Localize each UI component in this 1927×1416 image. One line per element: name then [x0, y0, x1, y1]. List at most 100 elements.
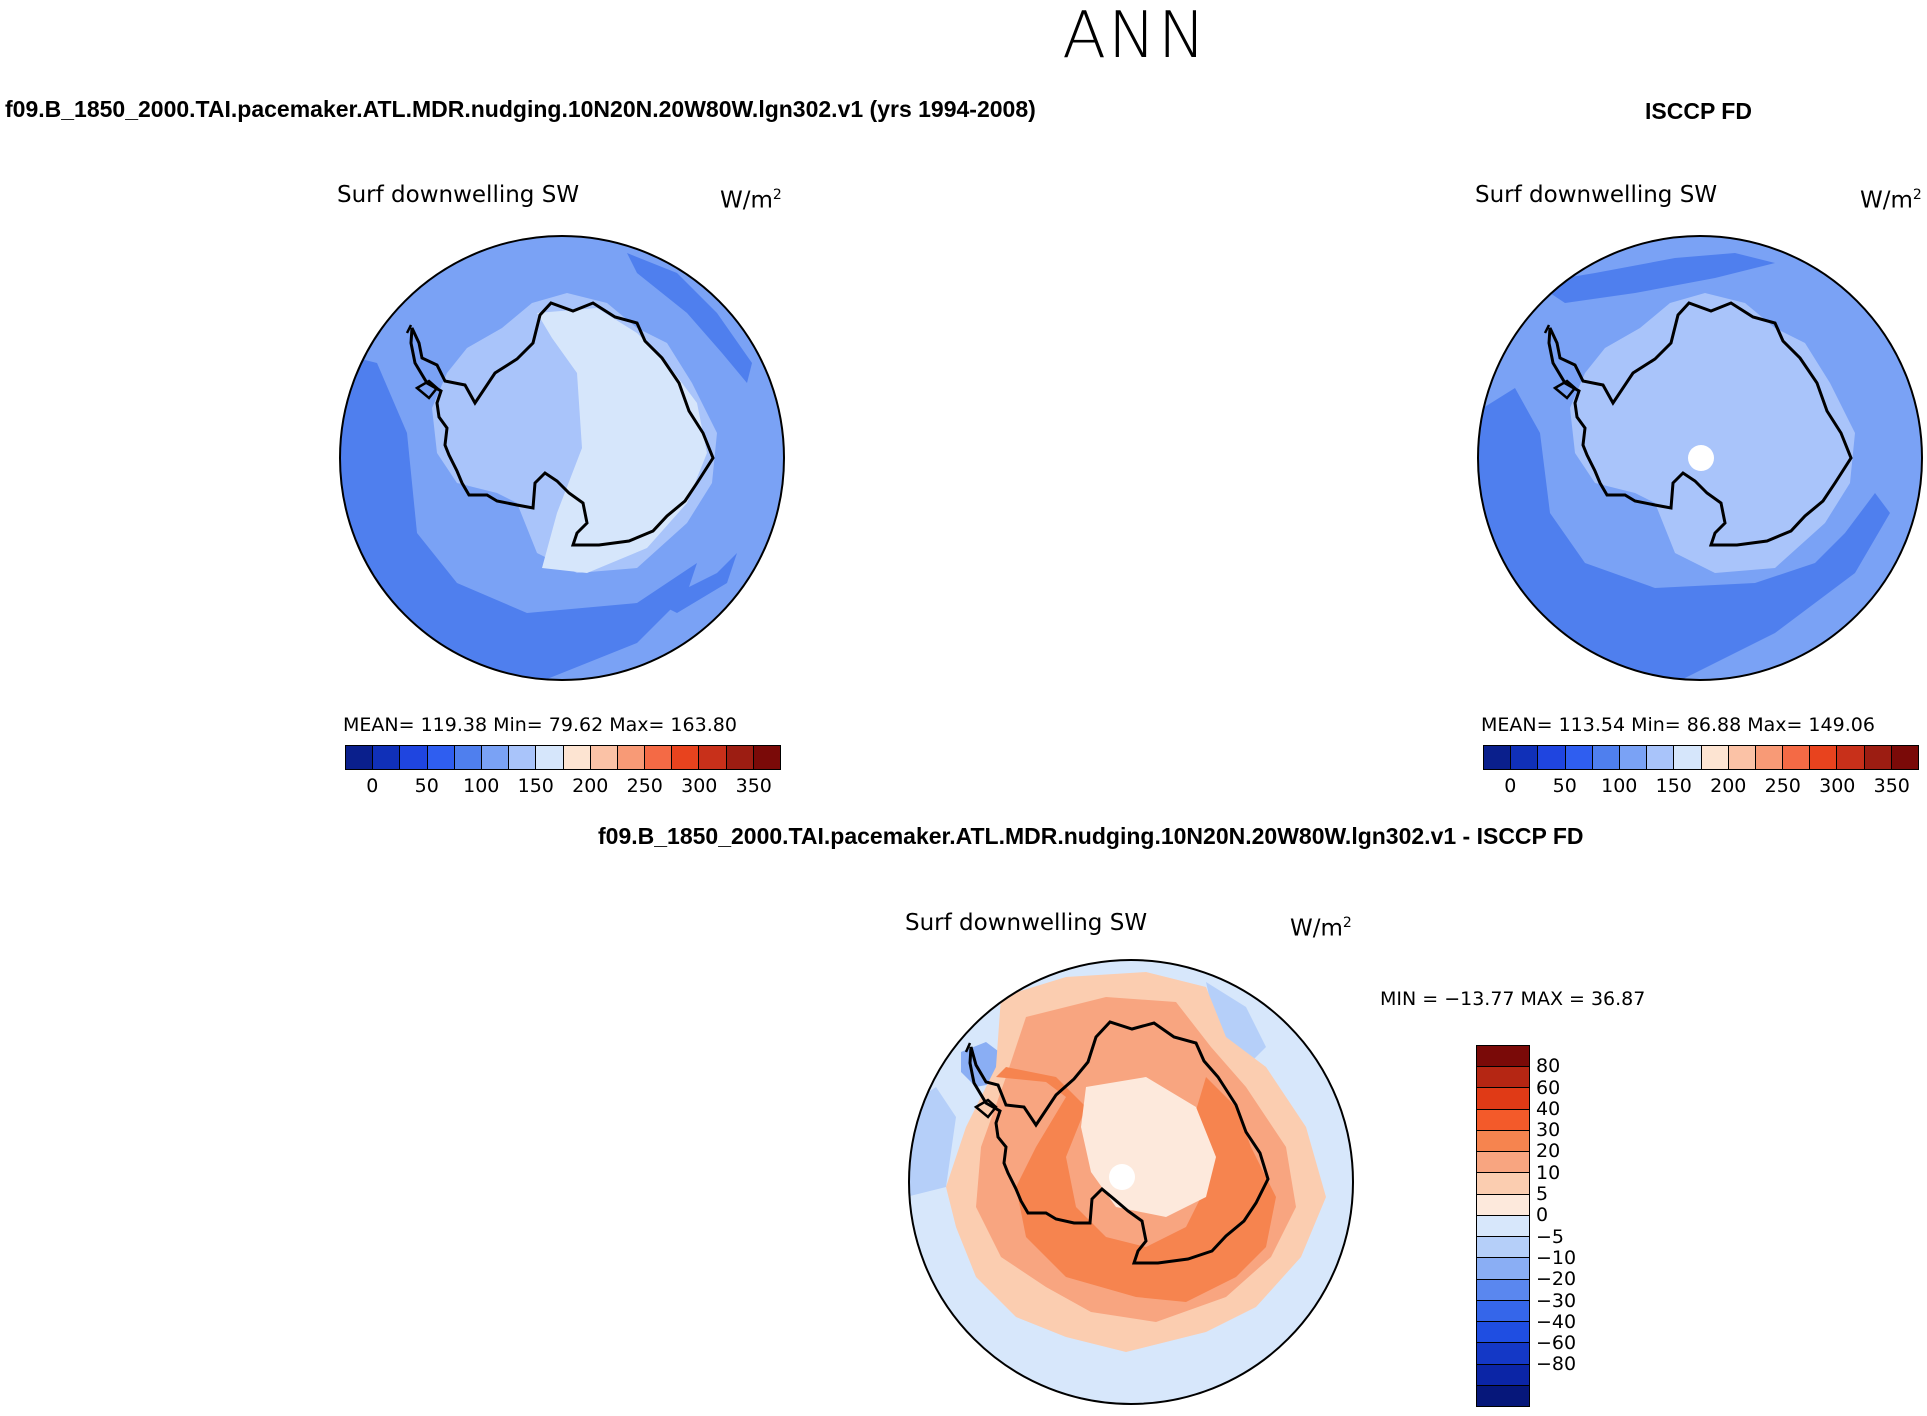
diff-colorbar-tick-label: −40: [1536, 1310, 1577, 1333]
left-colorbar-tick-label: 200: [572, 775, 609, 797]
right-colorbar-swatch: [1728, 746, 1756, 769]
right-colorbar-swatch: [1864, 746, 1892, 769]
diff-colorbar-tick-label: 30: [1536, 1119, 1561, 1142]
right-colorbar-swatch: [1565, 746, 1593, 769]
diff-coastline: [968, 1020, 1270, 1265]
right-colorbar: [1483, 745, 1919, 770]
right-colorbar-swatch: [1755, 746, 1784, 769]
diff-colorbar-swatch: [1477, 1046, 1529, 1068]
diff-colorbar-tick-label: −30: [1536, 1289, 1577, 1312]
left-colorbar-swatch: [617, 746, 646, 769]
right-colorbar-swatch: [1783, 746, 1811, 769]
left-colorbar-tick-label: 50: [414, 775, 439, 797]
diff-peninsula-islands: [964, 1042, 998, 1119]
left-variable-label: Surf downwelling SW: [337, 182, 580, 208]
right-unit-label: W/m2: [1860, 182, 1922, 214]
right-variable-label: Surf downwelling SW: [1475, 182, 1718, 208]
right-colorbar-swatch: [1891, 746, 1918, 769]
left-colorbar-swatch: [590, 746, 618, 769]
right-colorbar-swatch: [1619, 746, 1648, 769]
right-colorbar-swatch: [1484, 746, 1512, 769]
diff-colorbar-tick-label: −10: [1536, 1246, 1577, 1269]
right-ocean-band-north: [1535, 253, 1775, 303]
right-colorbar-swatch: [1538, 746, 1566, 769]
left-colorbar-tick-label: 350: [735, 775, 772, 797]
left-unit-exponent: 2: [772, 187, 782, 203]
left-colorbar-swatch: [563, 746, 591, 769]
left-colorbar-swatch: [645, 746, 673, 769]
left-antarctica-interior: [537, 308, 707, 573]
left-peninsula-islands: [405, 324, 439, 400]
left-colorbar-swatch: [726, 746, 754, 769]
season-title: ANN: [1062, 0, 1208, 73]
left-coastline: [409, 301, 715, 547]
diff-colorbar-swatch: [1477, 1300, 1529, 1323]
left-colorbar-swatch: [509, 746, 537, 769]
diff-colorbar-swatch: [1477, 1173, 1529, 1195]
right-colorbar-tick-label: 350: [1873, 775, 1910, 797]
right-colorbar-swatch: [1810, 746, 1838, 769]
diff-cool-patch-east: [1206, 982, 1266, 1067]
left-ocean-band-southeast: [657, 553, 737, 613]
left-colorbar-swatch: [346, 746, 374, 769]
right-colorbar-swatch: [1647, 746, 1675, 769]
diff-colorbar-swatch: [1477, 1067, 1529, 1089]
left-polar-map: [339, 235, 785, 681]
diff-unit-text: W/m: [1290, 915, 1343, 942]
right-colorbar-swatch: [1511, 746, 1539, 769]
left-colorbar-swatch: [753, 746, 780, 769]
diff-stats: MIN = −13.77 MAX = 36.87: [1380, 988, 1646, 1010]
diff-colorbar-swatch: [1477, 1215, 1529, 1238]
left-colorbar: [345, 745, 781, 770]
diff-colorbar-swatch: [1477, 1237, 1529, 1259]
right-ocean-band-west: [1478, 388, 1890, 680]
diff-colorbar-tick-label: −5: [1536, 1225, 1565, 1248]
left-colorbar-swatch: [373, 746, 401, 769]
left-colorbar-tick-label: 250: [626, 775, 663, 797]
diff-colorbar-tick-label: 40: [1536, 1097, 1561, 1120]
right-polar-map: [1477, 235, 1923, 681]
diff-colorbar-swatch: [1477, 1364, 1529, 1386]
diff-unit-label: W/m2: [1290, 910, 1352, 942]
right-colorbar-swatch: [1674, 746, 1702, 769]
diff-colorbar-tick-label: −60: [1536, 1332, 1577, 1355]
right-colorbar-tick-label: 50: [1552, 775, 1577, 797]
diff-colorbar-swatch: [1477, 1152, 1529, 1174]
diff-polar-map: [908, 959, 1354, 1405]
diff-colorbar-swatch: [1477, 1279, 1529, 1301]
diff-colorbar-swatch: [1477, 1258, 1529, 1280]
right-colorbar-swatch: [1837, 746, 1865, 769]
diff-unit-exponent: 2: [1342, 915, 1352, 931]
left-ocean-band-west: [340, 353, 697, 680]
diff-colorbar-swatch: [1477, 1088, 1529, 1110]
right-panel-title: ISCCP FD: [1645, 98, 1752, 124]
diff-pole-hole: [1109, 1164, 1135, 1190]
left-stats: MEAN= 119.38 Min= 79.62 Max= 163.80: [343, 714, 737, 736]
left-colorbar-tick-label: 300: [681, 775, 718, 797]
right-colorbar-tick-label: 250: [1764, 775, 1801, 797]
right-peninsula-islands: [1543, 324, 1577, 400]
diff-colorbar-swatch: [1477, 1194, 1529, 1216]
right-unit-exponent: 2: [1912, 187, 1922, 203]
right-coastline: [1547, 301, 1853, 547]
diff-variable-label: Surf downwelling SW: [905, 910, 1148, 936]
diff-colorbar-tick-label: 10: [1536, 1161, 1561, 1184]
diff-colorbar-tick-label: 5: [1536, 1183, 1549, 1206]
right-unit-text: W/m: [1860, 187, 1913, 214]
right-pole-hole: [1688, 445, 1714, 471]
left-colorbar-swatch: [672, 746, 700, 769]
diff-colorbar: [1476, 1045, 1530, 1407]
diff-panel-title: f09.B_1850_2000.TAI.pacemaker.ATL.MDR.nu…: [598, 823, 1584, 849]
right-colorbar-tick-label: 200: [1710, 775, 1747, 797]
right-colorbar-swatch: [1592, 746, 1620, 769]
diff-colorbar-swatch: [1477, 1322, 1529, 1344]
left-colorbar-tick-label: 150: [517, 775, 554, 797]
left-colorbar-swatch: [400, 746, 428, 769]
diff-colorbar-tick-label: −80: [1536, 1353, 1577, 1376]
diff-colorbar-tick-label: 60: [1536, 1076, 1561, 1099]
diff-warm-strong: [996, 1067, 1276, 1302]
diff-colorbar-tick-label: 0: [1536, 1204, 1549, 1227]
right-antarctica-fill: [1570, 293, 1855, 573]
right-colorbar-tick-label: 150: [1655, 775, 1692, 797]
left-colorbar-swatch: [481, 746, 510, 769]
